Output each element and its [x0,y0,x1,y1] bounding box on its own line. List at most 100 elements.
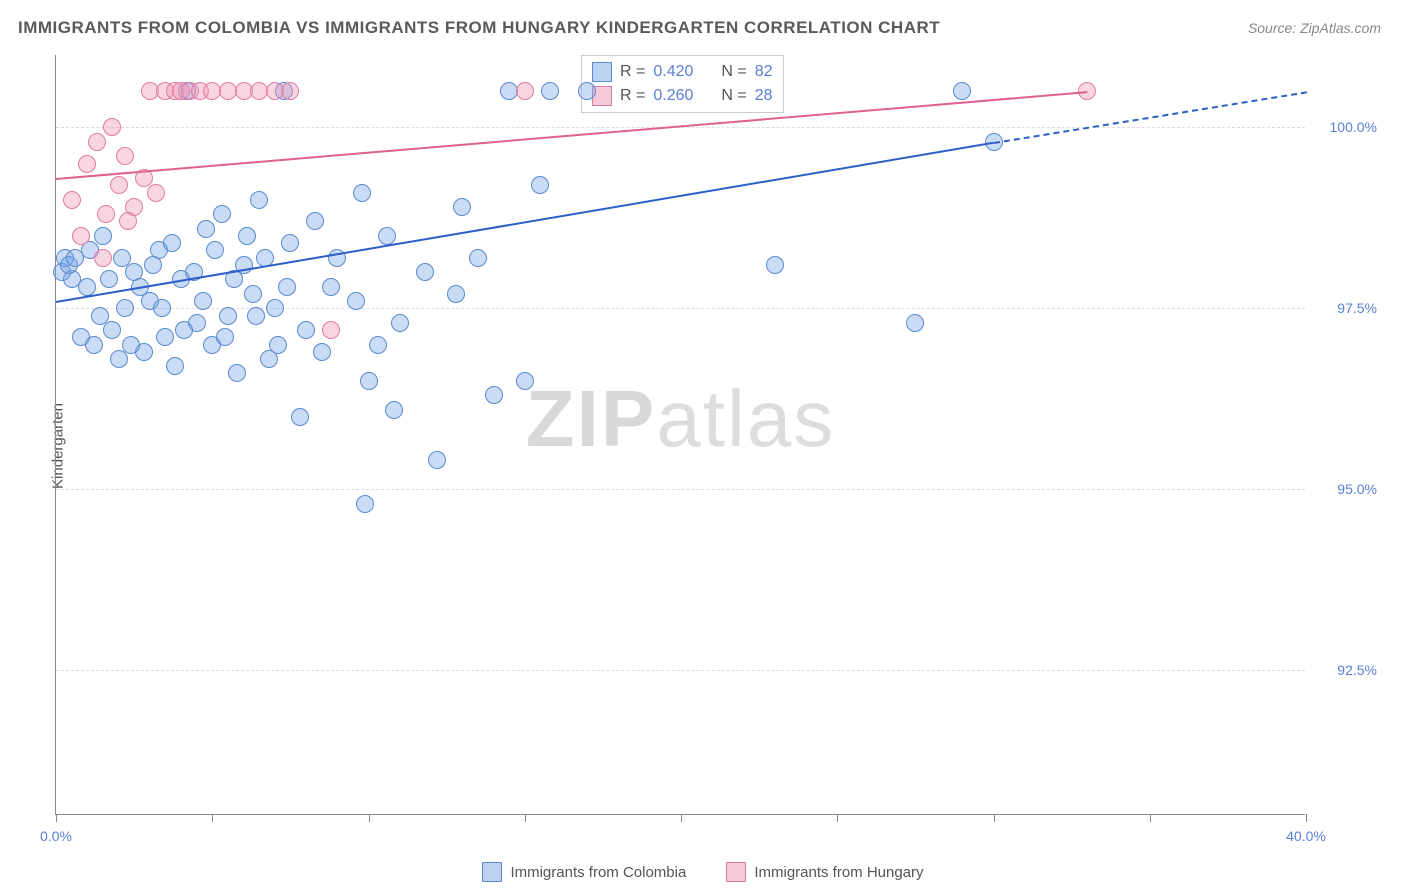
scatter-point [88,133,106,151]
legend-row: R = 0.260 N = 28 [592,84,773,108]
legend-swatch [592,62,612,82]
legend-n-label: N = [721,87,746,105]
scatter-point [94,249,112,267]
legend-label: Immigrants from Hungary [754,864,923,881]
legend-label: Immigrants from Colombia [510,864,686,881]
scatter-point [122,336,140,354]
legend-item: Immigrants from Hungary [726,862,923,882]
scatter-point [766,256,784,274]
x-tick [212,814,213,822]
scatter-point [291,408,309,426]
scatter-point [953,82,971,100]
scatter-point [322,278,340,296]
scatter-point [313,343,331,361]
gridline-horizontal [56,308,1305,309]
y-tick-label: 95.0% [1337,481,1377,497]
scatter-point [63,191,81,209]
series-legend: Immigrants from Colombia Immigrants from … [0,862,1406,882]
trend-line [993,91,1306,144]
scatter-point [266,299,284,317]
scatter-point [278,278,296,296]
scatter-point [100,270,118,288]
legend-swatch [482,862,502,882]
gridline-horizontal [56,670,1305,671]
legend-item: Immigrants from Colombia [482,862,686,882]
scatter-point [447,285,465,303]
scatter-point [113,249,131,267]
scatter-point [485,386,503,404]
watermark-bold: ZIP [526,374,656,463]
x-tick-label: 40.0% [1286,828,1326,844]
scatter-point [72,227,90,245]
scatter-point [119,212,137,230]
x-tick [1150,814,1151,822]
x-tick [56,814,57,822]
scatter-point [163,234,181,252]
x-tick [369,814,370,822]
scatter-point [516,82,534,100]
scatter-point [197,220,215,238]
y-tick-label: 92.5% [1337,662,1377,678]
plot-area: ZIPatlas R =0.420N =82R =0.260N =28 92.5… [55,55,1305,815]
correlation-legend: R = 0.420 N = 82 R = 0.260 N = 28 [581,55,784,113]
scatter-point [219,307,237,325]
legend-r-value: 0.420 [653,63,693,81]
chart-title: IMMIGRANTS FROM COLOMBIA VS IMMIGRANTS F… [18,18,940,38]
scatter-point [306,212,324,230]
scatter-point [297,321,315,339]
scatter-point [391,314,409,332]
scatter-point [322,321,340,339]
legend-r-label: R = [620,63,645,81]
gridline-horizontal [56,127,1305,128]
scatter-point [247,307,265,325]
legend-r-label: R = [620,87,645,105]
scatter-point [94,227,112,245]
scatter-point [369,336,387,354]
scatter-point [416,263,434,281]
scatter-point [110,350,128,368]
scatter-point [578,82,596,100]
scatter-point [78,278,96,296]
x-tick [525,814,526,822]
scatter-point [103,118,121,136]
scatter-point [269,336,287,354]
scatter-point [144,256,162,274]
scatter-point [541,82,559,100]
scatter-point [347,292,365,310]
legend-n-value: 28 [755,87,773,105]
x-tick-label: 0.0% [40,828,72,844]
scatter-point [531,176,549,194]
scatter-point [250,191,268,209]
scatter-point [281,82,299,100]
legend-row: R = 0.420 N = 82 [592,60,773,84]
scatter-point [238,227,256,245]
legend-n-label: N = [721,63,746,81]
scatter-point [428,451,446,469]
legend-swatch [726,862,746,882]
scatter-point [153,299,171,317]
scatter-point [116,299,134,317]
scatter-point [194,292,212,310]
scatter-point [353,184,371,202]
scatter-point [156,328,174,346]
y-tick-label: 100.0% [1330,119,1377,135]
scatter-point [244,285,262,303]
scatter-point [91,307,109,325]
x-tick [837,814,838,822]
scatter-point [103,321,121,339]
scatter-point [385,401,403,419]
scatter-point [110,176,128,194]
legend-n-value: 82 [755,63,773,81]
legend-r-value: 0.260 [653,87,693,105]
scatter-point [147,184,165,202]
scatter-point [213,205,231,223]
scatter-point [360,372,378,390]
x-tick [1306,814,1307,822]
scatter-point [85,336,103,354]
scatter-point [906,314,924,332]
scatter-point [281,234,299,252]
x-tick [681,814,682,822]
scatter-point [378,227,396,245]
watermark: ZIPatlas [526,373,835,465]
scatter-point [216,328,234,346]
